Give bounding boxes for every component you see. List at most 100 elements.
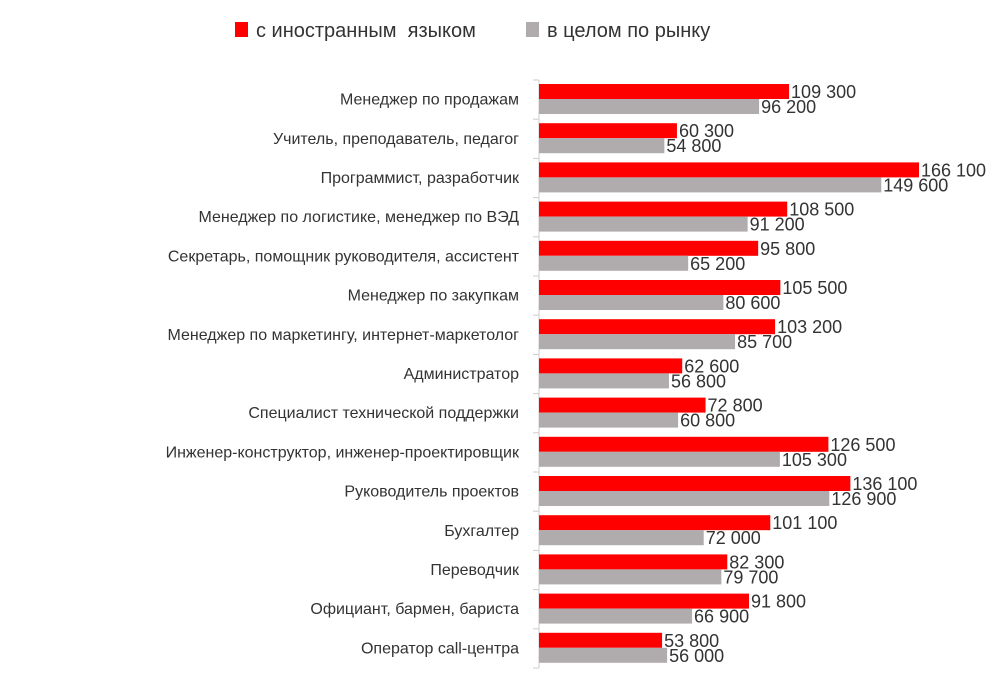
bar-foreign-language (539, 593, 750, 609)
category-row: Менеджер по маркетингу, интернет-маркето… (167, 317, 842, 352)
bar-market (539, 99, 760, 114)
bar-market (539, 569, 722, 585)
value-label: 166 100 (921, 160, 986, 180)
value-label: 101 100 (772, 513, 837, 533)
bar-market (539, 295, 724, 310)
category-row: Инженер-конструктор, инженер-проектировщ… (166, 435, 896, 470)
category-row: Менеджер по логистике, менеджер по ВЭД 10… (198, 200, 854, 235)
value-label: 72 000 (706, 528, 761, 548)
legend-label: с иностранным языком (256, 20, 476, 42)
value-label: 105 500 (782, 278, 847, 298)
bar-foreign-language (539, 397, 706, 413)
value-label: 91 800 (751, 592, 806, 612)
category-axis (533, 79, 540, 669)
bar-market (539, 373, 669, 389)
value-label: 85 700 (737, 332, 792, 352)
bar-foreign-language (539, 319, 776, 335)
bar-foreign-language (539, 554, 728, 570)
value-label: 72 800 (708, 396, 763, 416)
bar-market (539, 177, 882, 193)
value-label: 54 800 (666, 136, 721, 156)
legend: с иностранным языком в целом по рынку (235, 20, 710, 42)
value-label: 126 900 (831, 489, 896, 509)
value-label: 56 800 (671, 371, 726, 391)
value-label: 62 600 (684, 356, 739, 376)
value-label: 82 300 (729, 552, 784, 572)
bar-foreign-language (539, 201, 788, 217)
bar-market (539, 608, 693, 624)
category-label: Менеджер по маркетингу, интернет-маркето… (167, 327, 519, 344)
bar-market (539, 138, 665, 154)
value-label: 53 800 (664, 631, 719, 651)
bar-market (539, 334, 736, 350)
bar-market (539, 412, 679, 428)
value-label: 108 500 (789, 200, 854, 220)
category-label: Бухгалтер (444, 523, 519, 540)
value-label: 103 200 (777, 317, 842, 337)
bar-foreign-language (539, 162, 919, 178)
bar-market (539, 491, 830, 506)
value-label: 96 200 (761, 97, 816, 117)
value-label: 80 600 (725, 293, 780, 313)
value-label: 95 800 (760, 239, 815, 259)
category-row: Секретарь, помощник руководителя, ассист… (168, 239, 815, 274)
category-label: Менеджер по продажам (340, 92, 519, 109)
category-label: Переводчик (430, 562, 520, 579)
category-label: Менеджер по логистике, менеджер по ВЭД (198, 209, 519, 226)
category-label: Руководитель проектов (344, 484, 519, 501)
value-label: 136 100 (852, 474, 917, 494)
category-row: Бухгалтер 101 100 72 000 (444, 513, 837, 548)
bar-foreign-language (539, 84, 790, 99)
value-label: 79 700 (723, 567, 778, 587)
bar-foreign-language (539, 476, 851, 491)
value-label: 66 900 (694, 607, 749, 627)
category-row: Специалист технической поддержки 72 80060… (248, 396, 762, 431)
bar-foreign-language (539, 280, 781, 295)
legend-item-foreign-language: с иностранным языком (235, 20, 476, 42)
bar-market (539, 255, 689, 271)
legend-label: в целом по рынку (547, 20, 710, 42)
category-label: Оператор call-центра (361, 640, 519, 657)
bar-market (539, 451, 780, 467)
value-label: 105 300 (782, 450, 847, 470)
bar-market (539, 647, 668, 663)
value-label: 56 000 (669, 646, 724, 666)
bar-foreign-language (539, 240, 759, 256)
bar-foreign-language (539, 123, 677, 139)
category-label: Администратор (404, 366, 520, 383)
value-label: 65 200 (690, 254, 745, 274)
category-label: Программист, разработчик (321, 170, 520, 187)
value-label: 60 800 (680, 411, 735, 431)
category-label: Официант, бармен, бариста (310, 601, 519, 618)
value-label: 60 300 (679, 121, 734, 141)
value-label: 91 200 (750, 215, 805, 235)
legend-item-market: в целом по рынку (526, 20, 710, 42)
legend-swatch-gray (526, 22, 539, 37)
value-label: 126 500 (830, 435, 895, 455)
category-label: Учитель, преподаватель, педагог (273, 131, 519, 148)
value-label: 149 600 (883, 175, 948, 195)
bar-foreign-language (539, 358, 683, 374)
bar-market (539, 216, 748, 232)
category-label: Специалист технической поддержки (248, 405, 519, 422)
category-label: Менеджер по закупкам (348, 288, 519, 305)
category-label: Секретарь, помощник руководителя, ассист… (168, 248, 520, 265)
bar-foreign-language (539, 436, 829, 452)
category-row: Учитель, преподаватель, педагог 60 30054 … (273, 121, 734, 156)
bar-foreign-language (539, 515, 771, 531)
bar-foreign-language (539, 632, 663, 648)
legend-swatch-red (235, 22, 248, 37)
value-label: 109 300 (791, 82, 856, 102)
bar-market (539, 530, 704, 546)
category-label: Инженер-конструктор, инженер-проектировщ… (166, 444, 520, 461)
